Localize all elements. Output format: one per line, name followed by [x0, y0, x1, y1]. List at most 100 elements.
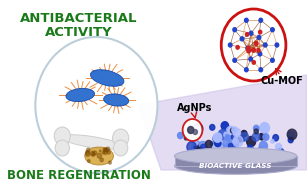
Circle shape: [107, 151, 110, 154]
Circle shape: [241, 130, 247, 137]
Circle shape: [210, 148, 216, 155]
Circle shape: [273, 135, 278, 141]
Circle shape: [87, 148, 90, 152]
Circle shape: [247, 49, 251, 53]
Circle shape: [258, 30, 262, 34]
Circle shape: [86, 150, 89, 154]
Circle shape: [183, 119, 202, 141]
Circle shape: [261, 155, 264, 158]
Circle shape: [103, 148, 106, 151]
Circle shape: [254, 125, 259, 131]
Circle shape: [271, 28, 274, 32]
Circle shape: [100, 158, 103, 162]
Circle shape: [205, 140, 212, 148]
Circle shape: [231, 151, 241, 162]
Circle shape: [259, 18, 262, 22]
Circle shape: [192, 147, 195, 151]
Circle shape: [213, 134, 221, 143]
Circle shape: [263, 134, 269, 140]
Circle shape: [227, 150, 234, 159]
Circle shape: [245, 68, 248, 72]
Circle shape: [242, 138, 245, 141]
Circle shape: [249, 31, 253, 35]
Circle shape: [109, 161, 111, 164]
Circle shape: [247, 146, 254, 154]
Circle shape: [229, 146, 233, 151]
Circle shape: [275, 43, 279, 47]
Circle shape: [193, 141, 198, 146]
Circle shape: [234, 142, 238, 147]
Circle shape: [220, 144, 225, 149]
Circle shape: [287, 129, 297, 140]
Circle shape: [230, 145, 237, 153]
Circle shape: [238, 140, 241, 143]
Circle shape: [240, 37, 244, 41]
Ellipse shape: [66, 88, 95, 102]
Circle shape: [271, 58, 274, 62]
Circle shape: [225, 135, 230, 141]
Circle shape: [196, 147, 205, 158]
Circle shape: [188, 156, 191, 160]
Circle shape: [228, 144, 233, 148]
Circle shape: [252, 133, 260, 141]
Circle shape: [85, 152, 90, 156]
Circle shape: [252, 61, 255, 64]
Circle shape: [224, 132, 229, 138]
Ellipse shape: [91, 70, 124, 86]
Circle shape: [226, 126, 235, 136]
Circle shape: [228, 43, 232, 47]
Circle shape: [259, 133, 265, 140]
Circle shape: [203, 152, 209, 158]
Circle shape: [247, 136, 256, 146]
Circle shape: [223, 137, 231, 147]
Circle shape: [227, 143, 235, 153]
Circle shape: [102, 151, 105, 154]
Circle shape: [194, 126, 202, 135]
Circle shape: [258, 52, 262, 56]
Circle shape: [210, 125, 215, 130]
Text: BONE REGENERATION: BONE REGENERATION: [6, 169, 150, 182]
Circle shape: [233, 28, 236, 32]
Circle shape: [227, 142, 233, 149]
Circle shape: [259, 141, 267, 150]
Circle shape: [213, 143, 222, 153]
Circle shape: [196, 141, 200, 146]
Ellipse shape: [175, 148, 297, 164]
Circle shape: [198, 141, 207, 152]
Circle shape: [105, 148, 108, 152]
Circle shape: [252, 48, 255, 52]
Circle shape: [257, 35, 261, 40]
Circle shape: [255, 42, 258, 46]
Circle shape: [238, 148, 242, 153]
Circle shape: [277, 148, 284, 157]
Circle shape: [246, 33, 249, 36]
Circle shape: [221, 122, 228, 130]
Circle shape: [249, 57, 252, 61]
Circle shape: [254, 129, 258, 134]
Circle shape: [239, 151, 243, 157]
Circle shape: [233, 138, 238, 144]
Circle shape: [209, 154, 219, 164]
Circle shape: [236, 46, 239, 49]
Circle shape: [90, 151, 95, 156]
Text: AgNPs: AgNPs: [177, 103, 212, 113]
Ellipse shape: [104, 94, 129, 106]
Circle shape: [263, 43, 267, 47]
Circle shape: [221, 9, 286, 81]
Circle shape: [255, 133, 259, 137]
Circle shape: [238, 152, 241, 156]
Circle shape: [218, 129, 227, 140]
Text: Cu-MOF: Cu-MOF: [261, 76, 304, 86]
Circle shape: [106, 147, 110, 151]
Circle shape: [92, 153, 95, 156]
Circle shape: [233, 58, 236, 62]
Circle shape: [232, 127, 237, 133]
Text: ANTIBACTERIAL: ANTIBACTERIAL: [20, 12, 137, 25]
Circle shape: [257, 49, 260, 52]
Circle shape: [104, 150, 107, 155]
Polygon shape: [139, 75, 307, 170]
Circle shape: [275, 143, 282, 150]
Circle shape: [215, 139, 221, 147]
Circle shape: [233, 128, 241, 137]
Circle shape: [233, 136, 243, 147]
